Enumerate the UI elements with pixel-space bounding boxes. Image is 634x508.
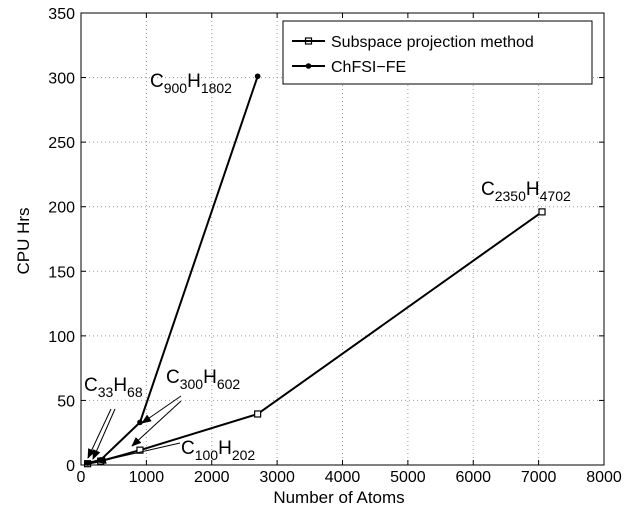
circle-data-point (137, 419, 143, 426)
x-axis-label: Number of Atoms (273, 488, 404, 507)
y-tick-label: 50 (57, 393, 75, 410)
x-tick-label: 0 (77, 469, 86, 486)
square-data-point (136, 446, 144, 454)
annotation-arrow (131, 400, 182, 447)
series-layer (84, 73, 546, 468)
x-tick-label: 3000 (259, 469, 295, 486)
x-tick-label: 7000 (521, 469, 557, 486)
grid-lines (81, 13, 604, 465)
annotations: C900H1802 C2350H4702 C33H68 C300H602 C100H20… (84, 71, 571, 464)
x-tick-label: 4000 (325, 469, 361, 486)
annotation-arrow (141, 395, 182, 424)
legend-label-chfsi: ChFSI−FE (331, 59, 406, 76)
annotation-arrow (96, 442, 181, 464)
series-line (87, 75, 259, 465)
y-tick-label: 250 (48, 135, 75, 152)
series-line (87, 211, 543, 465)
y-tick-label: 150 (48, 264, 75, 281)
circle-data-point (84, 460, 91, 466)
circle-data-point (254, 73, 261, 80)
x-tick-label: 5000 (390, 469, 426, 486)
legend: Subspace projection method ChFSI−FE (282, 20, 593, 85)
formula-label-c33: C33H68 (84, 375, 143, 400)
tick-marks (80, 12, 605, 466)
y-tick-label: 350 (48, 6, 75, 23)
x-tick-label: 8000 (586, 469, 622, 486)
annotation-arrow (92, 408, 116, 460)
legend-entry-subspace: Subspace projection method (292, 34, 534, 51)
series-chfsi (84, 73, 261, 466)
formula-label-c300: C300H602 (166, 367, 240, 392)
x-tick-label: 1000 (129, 469, 165, 486)
legend-entry-chfsi: ChFSI−FE (292, 59, 406, 76)
plot-frame (80, 12, 605, 466)
y-tick-label: 300 (48, 71, 75, 88)
x-tick-label: 6000 (455, 469, 491, 486)
y-tick-label: 100 (48, 329, 75, 346)
formula-label-c100: C100H202 (181, 438, 255, 463)
legend-square-marker (304, 37, 313, 45)
y-tick-label: 0 (66, 458, 75, 475)
legend-box (282, 20, 593, 85)
y-tick-label: 200 (48, 200, 75, 217)
legend-circle-marker (305, 63, 312, 69)
square-data-point (254, 410, 262, 418)
series-subspace (84, 208, 546, 468)
x-tick-label: 2000 (194, 469, 230, 486)
formula-label-c900: C900H1802 (150, 71, 232, 96)
legend-label-subspace: Subspace projection method (331, 34, 534, 51)
annotation-arrow (87, 408, 112, 459)
square-data-point (538, 208, 546, 216)
formula-label-c2350: C2350H4702 (481, 179, 571, 204)
tick-labels: 0 1000 2000 3000 4000 5000 6000 7000 8000 0 50 100 1… (48, 6, 622, 486)
y-axis-label: CPU Hrs (14, 207, 33, 274)
